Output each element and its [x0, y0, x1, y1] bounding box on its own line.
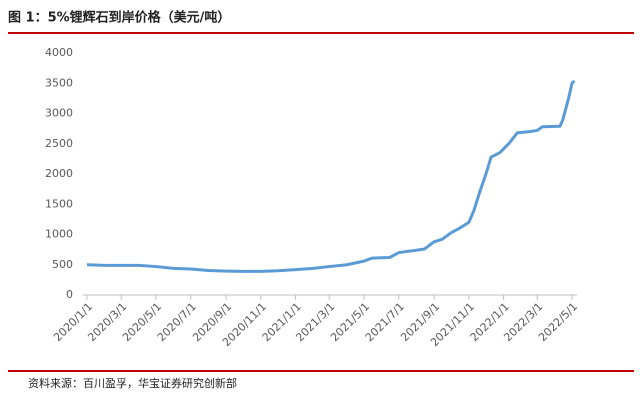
- y-tick-label: 3500: [45, 76, 73, 89]
- y-tick-label: 0: [66, 288, 73, 301]
- y-tick-label: 4000: [45, 46, 73, 59]
- y-tick-label: 2500: [45, 137, 73, 150]
- y-tick-label: 1500: [45, 197, 73, 210]
- y-tick-label: 500: [52, 258, 73, 271]
- line-series: [86, 79, 576, 273]
- chart-title: 图 1：5%锂辉石到岸价格（美元/吨）: [8, 10, 230, 26]
- y-tick-label: 2000: [45, 167, 73, 180]
- y-tick-label: 1000: [45, 228, 73, 241]
- source: 资料来源：百川盈孚，华宝证券研究创新部: [28, 376, 237, 390]
- y-tick-label: 3000: [45, 107, 73, 120]
